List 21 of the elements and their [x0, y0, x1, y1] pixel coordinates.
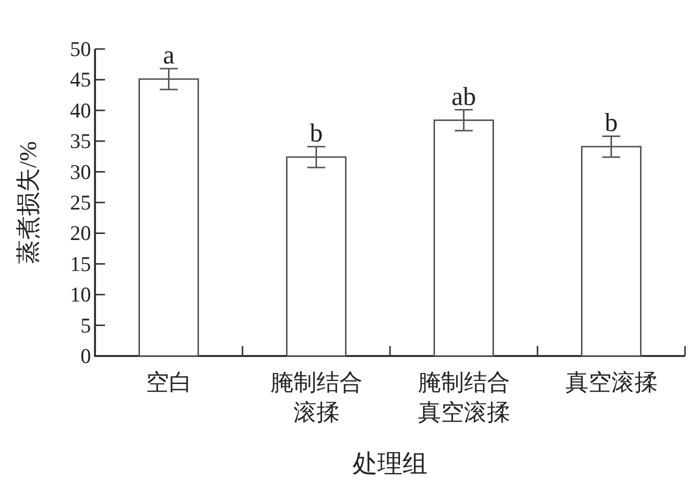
y-tick-label: 40 — [70, 98, 91, 122]
y-tick-label: 35 — [70, 129, 91, 154]
y-tick-label: 0 — [80, 344, 91, 368]
y-tick-label: 25 — [70, 190, 91, 214]
y-tick-label: 5 — [80, 313, 91, 338]
annotation: ab — [451, 82, 476, 111]
x-tick-label: 空白 — [146, 370, 192, 395]
y-tick-label: 20 — [70, 221, 91, 246]
y-tick-label: 50 — [70, 37, 91, 61]
x-axis-title: 处理组 — [352, 451, 428, 478]
x-tick-label: 真空滚揉 — [565, 370, 658, 395]
annotation: b — [604, 108, 618, 138]
y-tick-label: 45 — [70, 68, 91, 92]
annotation: a — [162, 40, 175, 70]
annotation: b — [310, 118, 323, 148]
y-tick-label: 10 — [70, 282, 91, 307]
y-tick-label: 15 — [70, 252, 91, 276]
x-tick-label: 腌制结合真空滚揉 — [418, 370, 510, 425]
y-tick-label: 30 — [70, 160, 91, 184]
y-axis-title: 蒸煮损失/% — [16, 141, 42, 264]
x-tick-label: 腌制结合滚揉 — [270, 370, 362, 425]
